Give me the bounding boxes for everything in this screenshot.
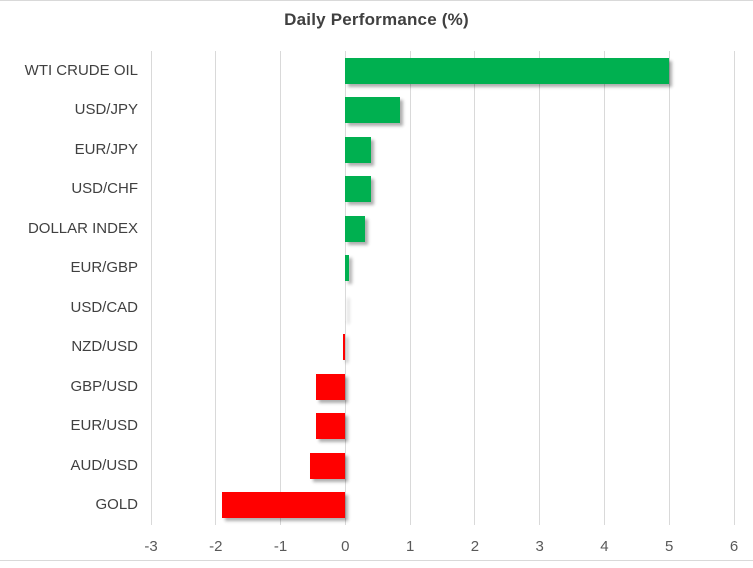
bar-aud-usd <box>309 452 346 479</box>
x-tick-label: 0 <box>341 538 350 555</box>
category-label: EUR/JPY <box>74 140 138 158</box>
bar-eur-gbp <box>345 255 349 282</box>
category-label: USD/CAD <box>70 298 138 316</box>
x-tick-label: 6 <box>729 538 739 555</box>
category-label: USD/CHF <box>71 180 138 198</box>
category-label: USD/JPY <box>74 101 138 119</box>
bar-gbp-usd <box>316 373 346 400</box>
bar-usd-cad <box>345 295 346 321</box>
gridline <box>603 51 605 525</box>
category-label: AUD/USD <box>70 456 138 474</box>
x-tick-label: 3 <box>535 538 544 555</box>
category-label: GBP/USD <box>70 377 138 395</box>
x-tick-label: -1 <box>273 538 288 555</box>
bar-gold <box>222 492 346 519</box>
category-label: WTI CRUDE OIL <box>24 61 138 79</box>
x-tick-label: -3 <box>144 538 158 555</box>
x-tick-label: 2 <box>470 538 480 555</box>
bar-usd-jpy <box>345 97 401 124</box>
category-label: EUR/GBP <box>70 259 138 277</box>
gridline <box>733 51 735 525</box>
x-tick-label: 5 <box>665 538 674 555</box>
gridline <box>539 51 541 525</box>
bar-usd-chf <box>345 176 372 203</box>
gridline <box>668 51 670 525</box>
gridline <box>215 51 217 525</box>
bar-eur-jpy <box>345 136 372 163</box>
gridline <box>280 51 282 525</box>
x-tick-label: -2 <box>209 538 223 555</box>
plot-area <box>150 51 735 525</box>
bar-dollar-index <box>345 215 365 242</box>
gridline <box>150 51 152 525</box>
gridline <box>474 51 476 525</box>
chart-border-bottom <box>0 560 753 561</box>
x-tick-label: 4 <box>600 538 609 555</box>
bar-nzd-usd <box>343 334 346 361</box>
bar-wti-crude-oil <box>345 57 670 84</box>
gridline <box>409 51 411 525</box>
gridline <box>344 51 346 525</box>
chart-title: Daily Performance (%) <box>284 10 469 29</box>
chart-border-top <box>0 0 753 1</box>
category-label: GOLD <box>95 496 138 514</box>
x-tick-label: 1 <box>405 538 415 555</box>
category-label: NZD/USD <box>71 338 138 356</box>
category-label: DOLLAR INDEX <box>27 219 138 237</box>
bar-eur-usd <box>316 413 346 440</box>
category-label: EUR/USD <box>70 417 138 435</box>
